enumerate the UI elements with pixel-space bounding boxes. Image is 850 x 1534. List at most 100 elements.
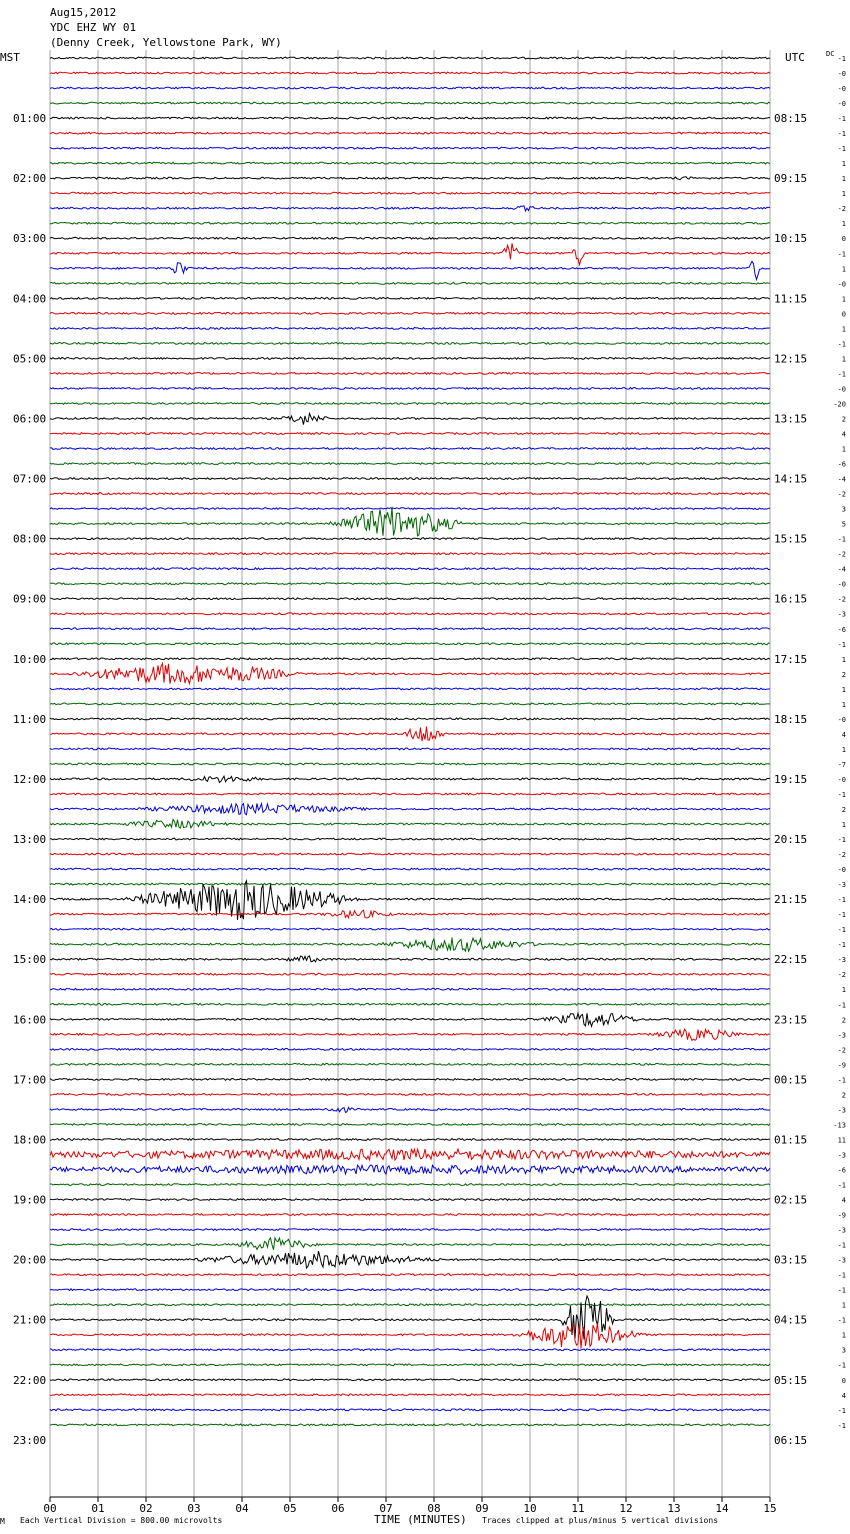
dc-offset-value: -1 [838,1407,846,1415]
seismic-trace [49,717,771,721]
utc-hour-label: 03:15 [774,1254,807,1267]
dc-offset-value: 1 [842,746,846,754]
seismic-trace [49,1303,771,1307]
dc-offset-value: 1 [842,160,846,168]
x-tick-label: 03 [187,1502,200,1515]
mst-hour-label: 06:00 [13,412,46,425]
seismic-trace [49,1011,771,1029]
seismic-trace [49,1250,771,1270]
dc-offset-value: -2 [838,596,846,604]
dc-offset-value: -3 [838,956,846,964]
seismic-trace [49,1163,771,1176]
dc-offset-value: -9 [838,1061,846,1069]
seismic-trace [49,205,771,213]
utc-hour-label: 01:15 [774,1133,807,1146]
dc-offset-value: 11 [838,1136,846,1144]
utc-hour-label: 14:15 [774,473,807,486]
seismic-trace [49,927,771,931]
minute-gridlines [49,50,771,1497]
seismic-trace [49,371,771,376]
utc-hour-label: 23:15 [774,1013,807,1026]
mst-hour-label: 02:00 [13,172,46,185]
seismic-trace [49,597,771,601]
seismic-trace [49,146,771,150]
dc-offset-value: 1 [842,295,846,303]
seismic-trace [49,747,771,751]
seismic-trace [49,1197,771,1202]
seismic-trace [49,131,771,135]
dc-offset-value: -0 [838,100,846,108]
x-tick-label: 15 [763,1502,776,1515]
utc-hour-label: 11:15 [774,292,807,305]
x-tick-label: 09 [475,1502,488,1515]
seismic-trace [49,1147,771,1162]
dc-offset-value: 1 [842,220,846,228]
seismic-trace [49,1294,770,1340]
seismic-trace [49,1092,771,1096]
mst-hour-label: 04:00 [13,292,46,305]
dc-offset-value: 1 [842,656,846,664]
dc-offset-value: -1 [838,115,846,123]
dc-offset-value: -1 [838,370,846,378]
seismic-trace [49,792,771,796]
seismic-trace [49,341,771,345]
dc-offset-value: -0 [838,70,846,78]
seismic-trace [49,687,771,691]
dc-offset-value: 1 [842,325,846,333]
dc-offset-value: -1 [838,1317,846,1325]
clip-note: Traces clipped at plus/minus 5 vertical … [482,1516,718,1525]
seismic-trace [49,582,771,586]
seismic-trace [49,1027,771,1042]
dc-offset-value: 1 [842,175,846,183]
seismic-trace [49,878,771,920]
seismic-trace [49,882,771,886]
scale-note: Each Vertical Division = 800.00 microvol… [20,1516,222,1525]
dc-offset-value: 3 [842,1347,846,1355]
utc-hour-label: 00:15 [774,1073,807,1086]
dc-offset-value: -0 [838,866,846,874]
seismic-trace [49,867,771,871]
dc-offset-value: -1 [838,1362,846,1370]
seismic-trace [49,1212,771,1217]
utc-hour-label: 06:15 [774,1434,807,1447]
dc-offset-value: 4 [842,731,846,739]
seismic-trace [49,661,771,686]
dc-offset-value: 1 [842,1332,846,1340]
x-tick-label: 01 [91,1502,104,1515]
utc-hour-label: 02:15 [774,1194,807,1207]
seismic-trace [49,1408,771,1412]
dc-offset-value: -3 [838,1031,846,1039]
dc-offset-value: -1 [838,145,846,153]
utc-hour-label: 09:15 [774,172,807,185]
seismic-trace [49,1236,771,1251]
dc-offset-value: -1 [838,536,846,544]
mst-hour-label: 15:00 [13,953,46,966]
utc-hour-label: 19:15 [774,773,807,786]
dc-offset-value: 4 [842,1197,846,1205]
seismic-trace [49,1002,771,1006]
utc-hour-label: 05:15 [774,1374,807,1387]
x-tick-label: 10 [523,1502,536,1515]
dc-offset-value: -1 [838,911,846,919]
seismic-trace [49,801,771,816]
seismic-trace [49,954,771,963]
seismic-trace [49,972,771,976]
seismic-trace [49,1122,771,1127]
seismic-trace [49,311,771,315]
mst-hour-label: 20:00 [13,1254,46,1267]
dc-offset-value: -3 [838,881,846,889]
dc-offset-value: 2 [842,806,846,814]
dc-offset-value: -6 [838,626,846,634]
mst-hour-label: 10:00 [13,653,46,666]
dc-offset-value: -6 [838,1166,846,1174]
seismic-trace [49,506,770,537]
dc-offset-value: -2 [838,551,846,559]
mst-hour-label: 16:00 [13,1013,46,1026]
x-tick-label: 14 [715,1502,729,1515]
mst-hour-label: 23:00 [13,1434,46,1447]
x-tick-label: 08 [427,1502,440,1515]
dc-offset-value: -1 [838,250,846,258]
mst-hour-label: 09:00 [13,593,46,606]
dc-offset-value: 1 [842,686,846,694]
seismic-trace [49,296,771,300]
